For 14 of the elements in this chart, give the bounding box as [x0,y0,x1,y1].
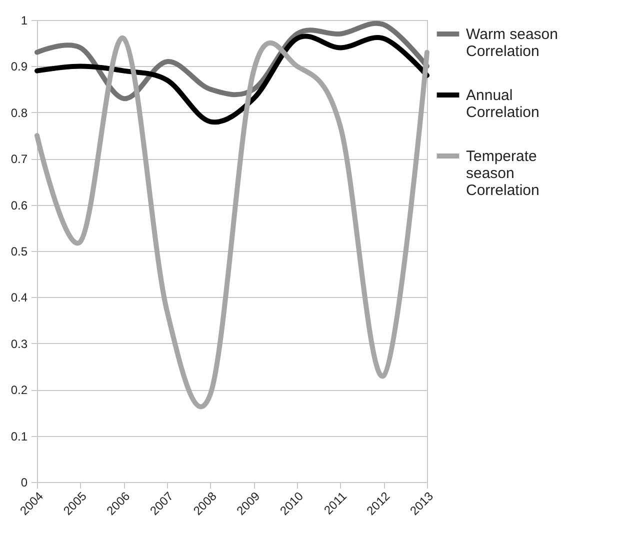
y-tick-label: 0.3 [10,336,28,351]
legend-label: Annual Correlation [466,87,540,121]
y-tick-label: 1 [20,14,28,28]
legend-label: Warm season Correlation [466,26,558,60]
y-tick-label: 0.2 [10,383,28,398]
y-tick-label: 0.5 [10,244,28,258]
y-tick-label: 0.7 [10,152,28,166]
y-tick-label: 0 [20,476,28,490]
y-tick-label: 0.1 [10,429,28,444]
y-tick-label: 0.8 [10,106,28,120]
y-tick-label: 0.9 [10,60,28,74]
legend-label: Temperate season Correlation [466,148,540,199]
y-tick-label: 0.4 [10,290,28,305]
y-tick-label: 0.6 [10,198,28,212]
